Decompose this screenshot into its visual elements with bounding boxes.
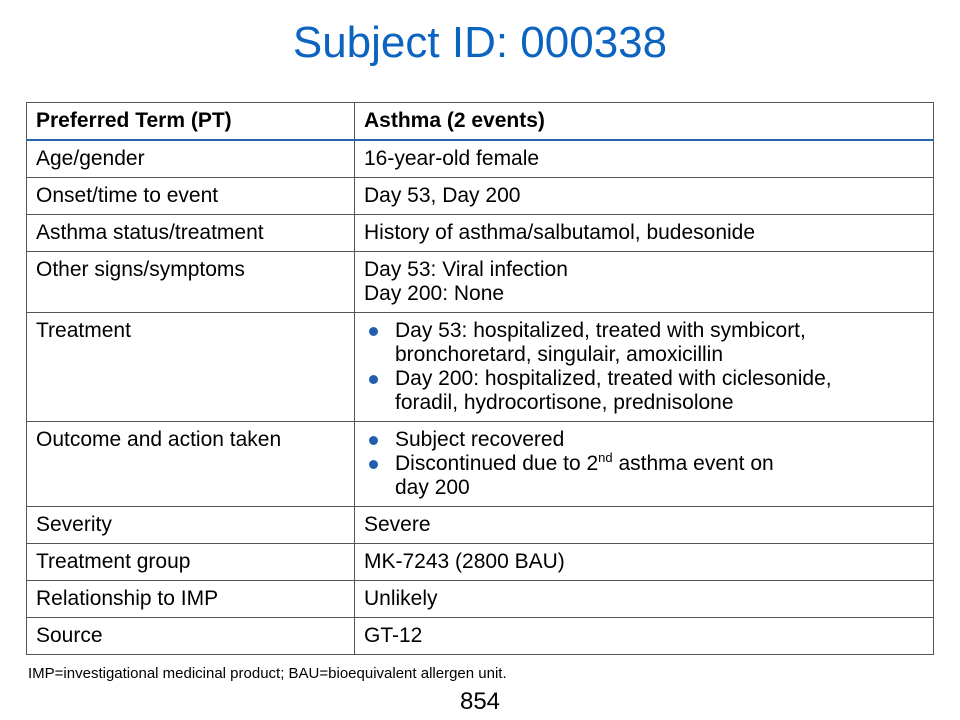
- row-label: Source: [26, 617, 355, 655]
- table-row: Onset/time to event Day 53, Day 200: [26, 177, 934, 215]
- row-label: Outcome and action taken: [26, 421, 355, 507]
- header-value: Asthma (2 events): [354, 102, 934, 141]
- ordinal-suffix: nd: [598, 450, 613, 465]
- row-value: Subject recovered Discontinued due to 2n…: [354, 421, 934, 507]
- row-value-line: Day 53: Viral infection: [364, 258, 568, 281]
- table-row: Age/gender 16-year-old female: [26, 139, 934, 178]
- row-label: Onset/time to event: [26, 177, 355, 215]
- list-item-text: Discontinued due to 2: [395, 452, 599, 475]
- row-value: GT-12: [354, 617, 934, 655]
- list-item: Subject recovered: [364, 428, 924, 452]
- list-item-line: foradil, hydrocortisone, prednisolone: [395, 391, 734, 414]
- table-row: Treatment Day 53: hospitalized, treated …: [26, 312, 934, 422]
- table-row: Other signs/symptoms Day 53: Viral infec…: [26, 251, 934, 313]
- list-item-line: Discontinued due to 2nd asthma event on: [395, 450, 924, 476]
- row-value-line: Day 200: None: [364, 282, 505, 305]
- table-row: Source GT-12: [26, 617, 934, 655]
- table-row: Severity Severe: [26, 506, 934, 544]
- row-value: MK-7243 (2800 BAU): [354, 543, 934, 581]
- list-item-text: Subject recovered: [395, 428, 565, 451]
- table-row: Treatment group MK-7243 (2800 BAU): [26, 543, 934, 581]
- subject-table: Preferred Term (PT) Asthma (2 events) Ag…: [26, 102, 934, 655]
- row-value: History of asthma/salbutamol, budesonide: [354, 214, 934, 252]
- list-item-line: day 200: [395, 476, 470, 499]
- list-item: Day 53: hospitalized, treated with symbi…: [364, 319, 924, 367]
- row-value: Day 53, Day 200: [354, 177, 934, 215]
- list-item: Discontinued due to 2nd asthma event on …: [364, 450, 924, 500]
- table-row: Relationship to IMP Unlikely: [26, 580, 934, 618]
- row-label: Severity: [26, 506, 355, 544]
- table-row: Outcome and action taken Subject recover…: [26, 421, 934, 507]
- page-number: 854: [459, 688, 501, 715]
- row-label: Treatment: [26, 312, 355, 422]
- list-item-line: bronchoretard, singulair, amoxicillin: [395, 343, 723, 366]
- row-label: Relationship to IMP: [26, 580, 355, 618]
- row-value: 16-year-old female: [354, 139, 934, 178]
- list-item: Day 200: hospitalized, treated with cicl…: [364, 367, 924, 415]
- row-label: Age/gender: [26, 139, 355, 178]
- row-value: Day 53: hospitalized, treated with symbi…: [354, 312, 934, 422]
- row-value: Severe: [354, 506, 934, 544]
- list-item-text: asthma event on: [612, 452, 774, 475]
- outcome-list: Subject recovered Discontinued due to 2n…: [364, 428, 924, 500]
- header-label: Preferred Term (PT): [26, 102, 355, 141]
- row-label: Other signs/symptoms: [26, 251, 355, 313]
- footnote: IMP=investigational medicinal product; B…: [28, 665, 507, 682]
- list-item-line: Day 53: hospitalized, treated with symbi…: [395, 319, 806, 342]
- treatment-list: Day 53: hospitalized, treated with symbi…: [364, 319, 924, 415]
- row-value: Day 53: Viral infection Day 200: None: [354, 251, 934, 313]
- list-item-line: Day 200: hospitalized, treated with cicl…: [395, 367, 832, 390]
- page-title: Subject ID: 000338: [292, 18, 668, 67]
- table-row: Asthma status/treatment History of asthm…: [26, 214, 934, 252]
- row-value: Unlikely: [354, 580, 934, 618]
- row-label: Treatment group: [26, 543, 355, 581]
- table-header-row: Preferred Term (PT) Asthma (2 events): [26, 102, 934, 141]
- row-label: Asthma status/treatment: [26, 214, 355, 252]
